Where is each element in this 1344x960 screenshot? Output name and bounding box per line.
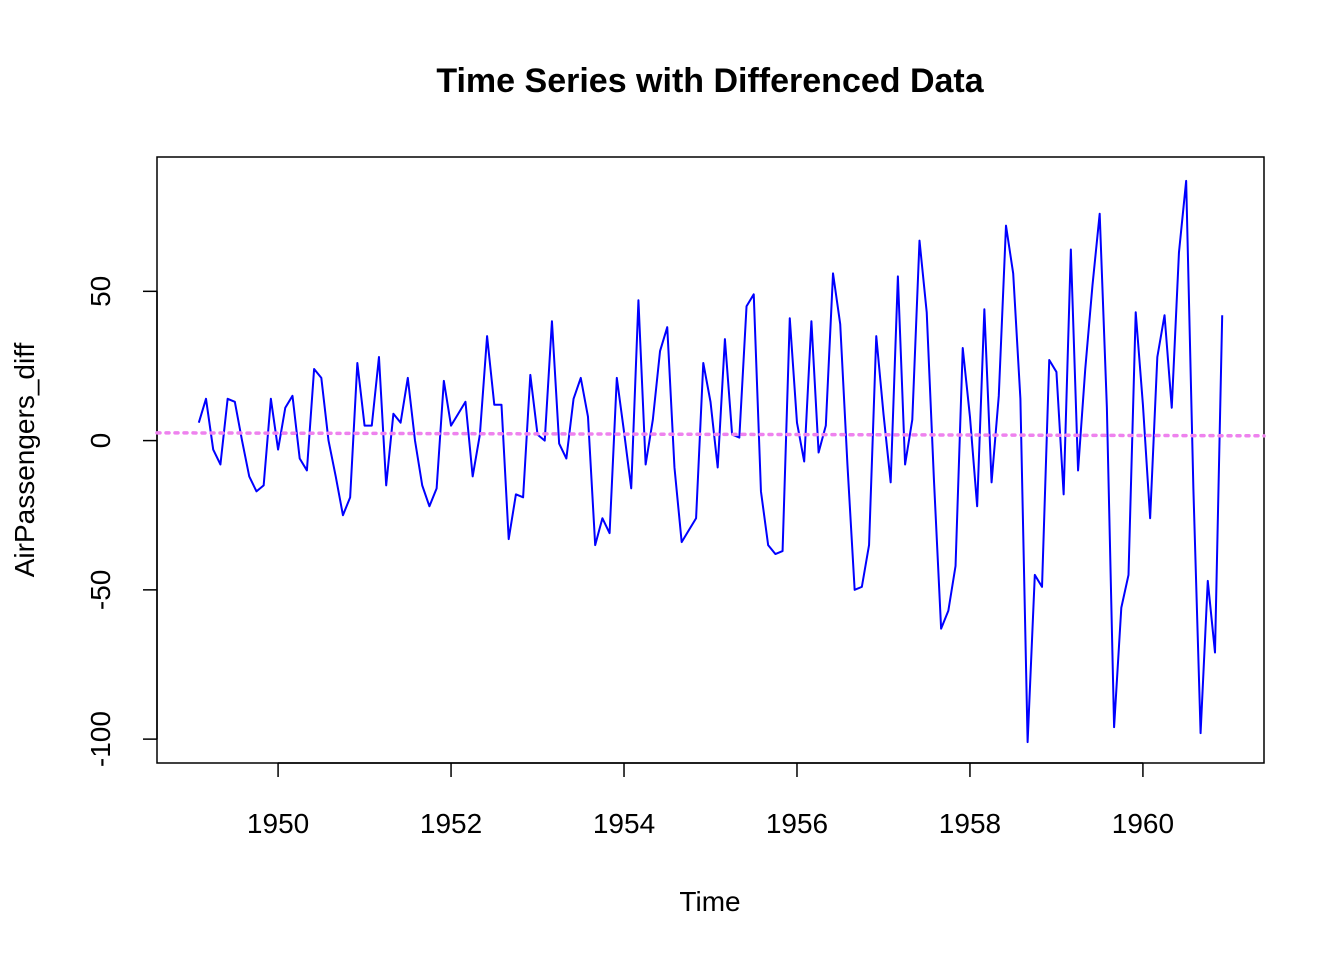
y-tick-label: 50 (85, 276, 116, 307)
x-tick-label: 1960 (1112, 808, 1174, 839)
x-tick-label: 1950 (247, 808, 309, 839)
chart-title: Time Series with Differenced Data (436, 62, 984, 100)
x-axis-label: Time (679, 886, 740, 917)
series-layer (155, 179, 1266, 744)
plot-frame (156, 156, 1265, 764)
series-line-diff (197, 179, 1224, 744)
trend-line (155, 431, 1266, 438)
y-tick-label: 0 (85, 433, 116, 449)
x-axis: 1950 1952 1954 1956 1958 1960 (247, 762, 1174, 839)
y-axis-label: AirPassengers_diff (9, 343, 40, 578)
x-tick-label: 1952 (420, 808, 482, 839)
x-tick-label: 1954 (593, 808, 655, 839)
x-tick-label: 1956 (766, 808, 828, 839)
x-tick-label: 1958 (939, 808, 1001, 839)
y-tick-label: -100 (85, 711, 116, 767)
y-tick-label: -50 (85, 570, 116, 610)
y-axis: -100 -50 0 50 (85, 276, 158, 767)
